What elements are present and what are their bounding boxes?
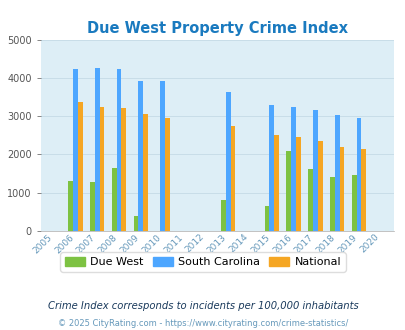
Bar — [90, 182, 95, 231]
Bar — [138, 81, 143, 231]
Bar — [286, 150, 290, 231]
Bar — [339, 147, 343, 231]
Bar — [290, 107, 295, 231]
Bar — [160, 81, 165, 231]
Bar — [116, 69, 121, 231]
Bar — [112, 168, 116, 231]
Text: © 2025 CityRating.com - https://www.cityrating.com/crime-statistics/: © 2025 CityRating.com - https://www.city… — [58, 319, 347, 328]
Bar — [73, 69, 78, 231]
Bar — [225, 92, 230, 231]
Bar — [165, 118, 169, 231]
Bar — [273, 135, 278, 231]
Bar — [264, 206, 269, 231]
Bar — [334, 115, 339, 231]
Bar — [269, 105, 273, 231]
Bar — [312, 110, 317, 231]
Bar — [317, 141, 322, 231]
Bar — [230, 126, 235, 231]
Bar — [78, 102, 83, 231]
Bar — [295, 137, 300, 231]
Bar — [68, 181, 73, 231]
Bar — [133, 216, 138, 231]
Bar — [220, 200, 225, 231]
Title: Due West Property Crime Index: Due West Property Crime Index — [87, 21, 347, 36]
Bar — [100, 107, 104, 231]
Bar — [95, 68, 100, 231]
Bar — [121, 108, 126, 231]
Bar — [329, 178, 334, 231]
Bar — [351, 175, 356, 231]
Bar — [360, 149, 365, 231]
Bar — [307, 169, 312, 231]
Legend: Due West, South Carolina, National: Due West, South Carolina, National — [60, 252, 345, 272]
Bar — [143, 114, 148, 231]
Bar — [356, 118, 360, 231]
Text: Crime Index corresponds to incidents per 100,000 inhabitants: Crime Index corresponds to incidents per… — [47, 301, 358, 311]
